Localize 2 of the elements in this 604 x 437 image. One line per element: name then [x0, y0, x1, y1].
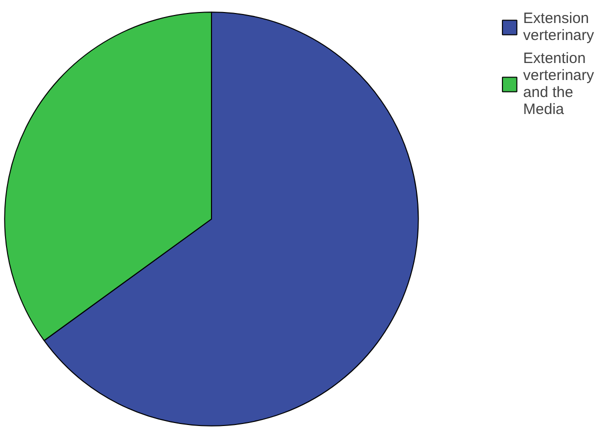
legend-label: Extension verterinary — [523, 10, 594, 44]
legend-label: Extention verterinary and the Media — [523, 50, 594, 118]
